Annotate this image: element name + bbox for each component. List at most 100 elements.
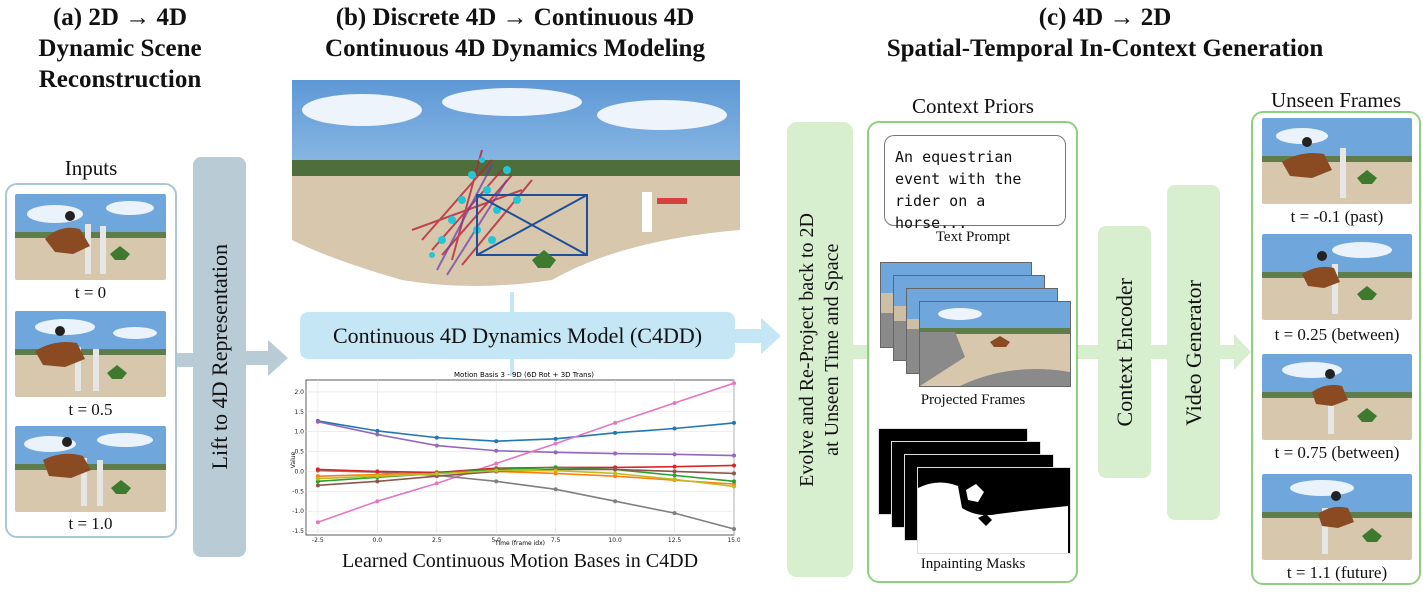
unseen-frame-label-1: t = -0.1 (past) — [1290, 207, 1384, 226]
chart-point — [434, 481, 439, 486]
reproject-box: Evolve and Re-Project back to 2D at Unse… — [787, 122, 853, 577]
lift-box: Lift to 4D Representation — [193, 157, 246, 557]
input-frame-image-1 — [15, 194, 166, 280]
chart-point — [315, 483, 320, 488]
unseen-frame-label-3: t = 0.75 (between) — [1274, 443, 1400, 462]
chart-point — [613, 474, 618, 479]
chart-point — [553, 471, 558, 476]
panel-a-title-line3: Reconstruction — [38, 66, 202, 93]
unseen-frames-label: Unseen Frames — [1270, 88, 1402, 112]
input-frame-image-3 — [15, 426, 166, 512]
chart-point — [434, 443, 439, 448]
connector-reproject-context — [853, 345, 868, 359]
connector-down — [510, 356, 514, 376]
chart-point — [315, 419, 320, 424]
context-encoder-label: Context Encoder — [1111, 277, 1137, 427]
chart-point — [315, 467, 320, 472]
text-prompt-box: An equestrian event with the rider on a … — [884, 135, 1066, 232]
chart-xtick-label: 0.0 — [373, 537, 383, 544]
chart-point — [672, 426, 677, 431]
chart-point — [553, 468, 558, 473]
unseen-frame-image-1 — [1262, 118, 1412, 204]
chart-ytick-label: -1.5 — [292, 528, 304, 535]
chart-xtick-label: 15.0 — [727, 537, 740, 544]
chart-point — [553, 441, 558, 446]
video-generator-label: Video Generator — [1180, 279, 1206, 426]
chart-point — [375, 479, 380, 484]
reconstruction-4d-image — [292, 80, 740, 292]
motion-bases-chart-svg: Motion Basis 3 - 9D (6D Rot + 3D Trans) … — [290, 371, 741, 547]
connector-context-encoder — [1078, 345, 1098, 359]
inpainting-mask-4 — [917, 467, 1071, 554]
chart-ytick-label: -0.5 — [292, 488, 304, 495]
chart-ylabel: Value — [290, 451, 297, 468]
chart-point — [732, 453, 736, 458]
arrow-inputs-to-lift — [177, 345, 197, 380]
chart-point — [672, 511, 677, 516]
chart-point — [315, 479, 320, 484]
lift-label: Lift to 4D Representation — [206, 244, 232, 470]
c4dd-model-label: Continuous 4D Dynamics Model (C4DD) — [332, 322, 703, 348]
chart-point — [613, 471, 618, 476]
chart-point — [494, 479, 499, 484]
inpainting-masks-label: Inpainting Masks — [920, 556, 1026, 572]
chart-point — [672, 469, 677, 474]
inputs-frame — [5, 183, 177, 538]
chart-point — [613, 430, 618, 435]
chart-point — [732, 484, 736, 489]
panel-a-title: (a) 2D → 4D Dynamic Scene Reconstruction — [0, 2, 240, 95]
arrow-lift-to-model — [246, 340, 288, 381]
context-priors-label: Context Priors — [912, 94, 1034, 118]
chart-point — [613, 499, 618, 504]
chart-series-line-5 — [317, 470, 735, 485]
chart-xtick-label: 10.0 — [608, 537, 622, 544]
chart-point — [732, 463, 736, 468]
chart-title: Motion Basis 3 - 9D (6D Rot + 3D Trans) — [454, 371, 594, 379]
reproject-label: Evolve and Re-Project back to 2D at Unse… — [795, 213, 845, 487]
input-frame-label-3: t = 1.0 — [68, 514, 113, 533]
context-encoder-box: Context Encoder — [1098, 226, 1151, 478]
chart-point — [434, 435, 439, 440]
text-prompt: An equestrian event with the rider on a … — [895, 148, 1022, 232]
input-frame-image-2 — [15, 311, 166, 397]
panel-a-title-line2: Dynamic Scene — [38, 35, 202, 62]
chart-ytick-label: 1.0 — [294, 429, 304, 436]
chart-ytick-label: 0.0 — [294, 468, 304, 475]
chart-point — [732, 479, 736, 484]
chart-xtick-label: 5.0 — [491, 537, 501, 544]
chart-point — [613, 451, 618, 456]
panel-c-title: (c) 4D → 2D Spatial-Temporal In-Context … — [790, 2, 1420, 64]
chart-ytick-label: -1.0 — [292, 508, 304, 515]
chart-point — [553, 436, 558, 441]
unseen-frame-image-2 — [1262, 234, 1412, 320]
arrow-model-to-reproject — [735, 318, 783, 359]
unseen-frames-frame — [1251, 111, 1421, 585]
chart-xtick-label: -2.5 — [312, 537, 324, 544]
chart-point — [494, 461, 499, 466]
chart-series-line-7 — [317, 466, 735, 483]
chart-point — [494, 439, 499, 444]
motion-bases-chart: Motion Basis 3 - 9D (6D Rot + 3D Trans) … — [288, 368, 741, 548]
chart-ytick-label: 0.5 — [294, 449, 304, 456]
projected-frames-label: Projected Frames — [920, 392, 1026, 408]
context-priors-frame — [867, 121, 1078, 583]
unseen-frame-label-4: t = 1.1 (future) — [1286, 563, 1388, 582]
chart-point — [732, 381, 736, 386]
chart-point — [375, 432, 380, 437]
bases-label: Learned Continuous Motion Bases in C4DD — [341, 550, 699, 572]
chart-xlabel: Time (frame idx) — [494, 540, 545, 547]
chart-point — [494, 448, 499, 453]
chart-point — [315, 476, 320, 481]
chart-point — [434, 471, 439, 476]
panel-b-title-line1: (b) Discrete 4D → Continuous 4D — [335, 4, 695, 31]
chart-point — [672, 473, 677, 478]
panel-c-title-line1: (c) 4D → 2D — [1038, 4, 1172, 31]
chart-point — [672, 477, 677, 482]
chart-point — [672, 464, 677, 469]
panel-b-title: (b) Discrete 4D → Continuous 4D Continuo… — [280, 2, 750, 64]
connector-up — [510, 292, 514, 312]
reproject-label-line2: at Unseen Time and Space — [821, 243, 843, 456]
chart-xtick-label: 2.5 — [432, 537, 442, 544]
unseen-frame-label-2: t = 0.25 (between) — [1274, 325, 1400, 344]
reproject-label-line1: Evolve and Re-Project back to 2D — [796, 212, 818, 487]
